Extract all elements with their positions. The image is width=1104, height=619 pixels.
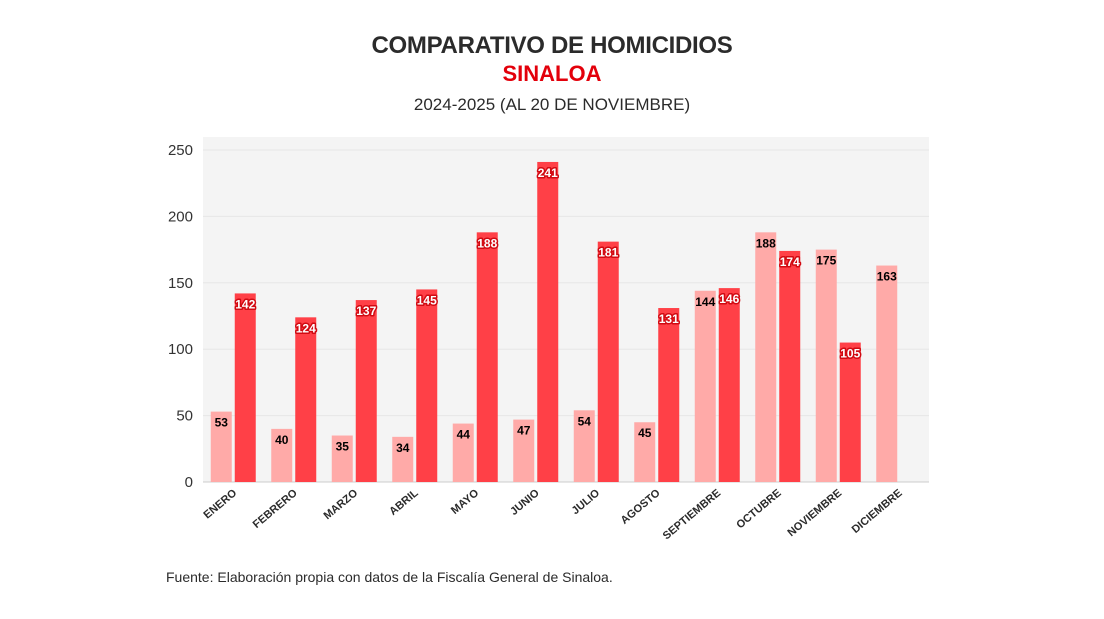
bar	[658, 308, 680, 482]
data-label: 35	[336, 440, 350, 454]
x-category-label: JUNIO	[508, 487, 542, 518]
x-category-label: ABRIL	[387, 487, 421, 518]
x-category-label: MAYO	[449, 487, 482, 517]
bar	[876, 265, 898, 482]
data-label-halo: 174	[780, 255, 800, 269]
data-label: 175	[816, 254, 836, 268]
data-label: 142	[235, 297, 255, 311]
data-label: 174	[780, 255, 800, 269]
y-tick-label: 50	[176, 408, 193, 425]
bar	[355, 300, 377, 482]
data-label-halo: 131	[659, 312, 679, 326]
bar	[513, 419, 535, 482]
data-label: 53	[215, 416, 229, 430]
x-category-label: ENERO	[201, 487, 239, 522]
bar	[755, 232, 777, 482]
x-category-label: OCTUBRE	[734, 487, 783, 531]
plot-background	[203, 137, 929, 482]
data-label-halo: 142	[235, 297, 255, 311]
data-label: 146	[719, 292, 739, 306]
x-category-label: SEPTIEMBRE	[661, 487, 723, 542]
data-label: 45	[638, 426, 652, 440]
bar	[779, 250, 801, 482]
data-label-halo: 181	[598, 246, 618, 260]
x-category-label: DICIEMBRE	[850, 487, 905, 536]
data-label: 34	[396, 441, 410, 455]
data-label: 145	[417, 293, 437, 307]
bar	[234, 293, 256, 482]
chart-subtitle: 2024-2025 (AL 20 DE NOVIEMBRE)	[413, 95, 691, 114]
data-label-halo: 188	[477, 236, 497, 250]
y-tick-label: 150	[168, 275, 193, 292]
bar	[718, 288, 740, 482]
data-label: 40	[275, 433, 289, 447]
bar	[694, 290, 716, 482]
x-category-label: AGOSTO	[619, 487, 663, 527]
x-category-label: FEBRERO	[251, 487, 300, 531]
bar	[271, 428, 293, 482]
y-tick-label: 100	[168, 341, 193, 358]
y-tick-label: 200	[168, 208, 193, 225]
x-category-label: NOVIEMBRE	[785, 487, 844, 539]
data-label: 188	[477, 236, 497, 250]
source-note: Fuente: Elaboración propia con datos de …	[166, 569, 613, 585]
data-label: 144	[695, 295, 715, 309]
data-label-halo: 146	[719, 292, 739, 306]
chart-region: SINALOA	[502, 61, 602, 86]
data-label-halo: 145	[417, 293, 437, 307]
bar	[476, 232, 498, 482]
bar	[452, 423, 474, 482]
data-label: 124	[296, 321, 316, 335]
data-label: 188	[756, 236, 776, 250]
data-label: 137	[356, 304, 376, 318]
data-label-halo: 105	[840, 347, 860, 361]
y-tick-label: 250	[168, 142, 193, 159]
y-tick-label: 0	[185, 474, 193, 491]
data-label: 181	[598, 246, 618, 260]
data-label: 163	[877, 270, 897, 284]
data-label: 241	[538, 166, 558, 180]
chart-title: COMPARATIVO DE HOMICIDIOS	[371, 32, 733, 59]
bar	[815, 249, 837, 482]
x-category-label: JULIO	[570, 487, 603, 517]
data-label: 47	[517, 424, 531, 438]
bar	[331, 435, 353, 482]
data-label-halo: 137	[356, 304, 376, 318]
bar	[839, 342, 861, 482]
data-label-halo: 241	[538, 166, 558, 180]
bar	[392, 436, 414, 482]
x-category-label: MARZO	[322, 487, 361, 522]
bar	[537, 161, 559, 482]
data-label-halo: 124	[296, 321, 316, 335]
bar	[416, 289, 438, 482]
data-label: 44	[457, 428, 471, 442]
bar	[295, 317, 317, 482]
data-label: 131	[659, 312, 679, 326]
data-label: 105	[840, 347, 860, 361]
bar	[573, 410, 595, 482]
bar	[210, 411, 232, 482]
bar	[597, 241, 619, 482]
bar	[634, 422, 656, 482]
data-label: 54	[578, 414, 592, 428]
